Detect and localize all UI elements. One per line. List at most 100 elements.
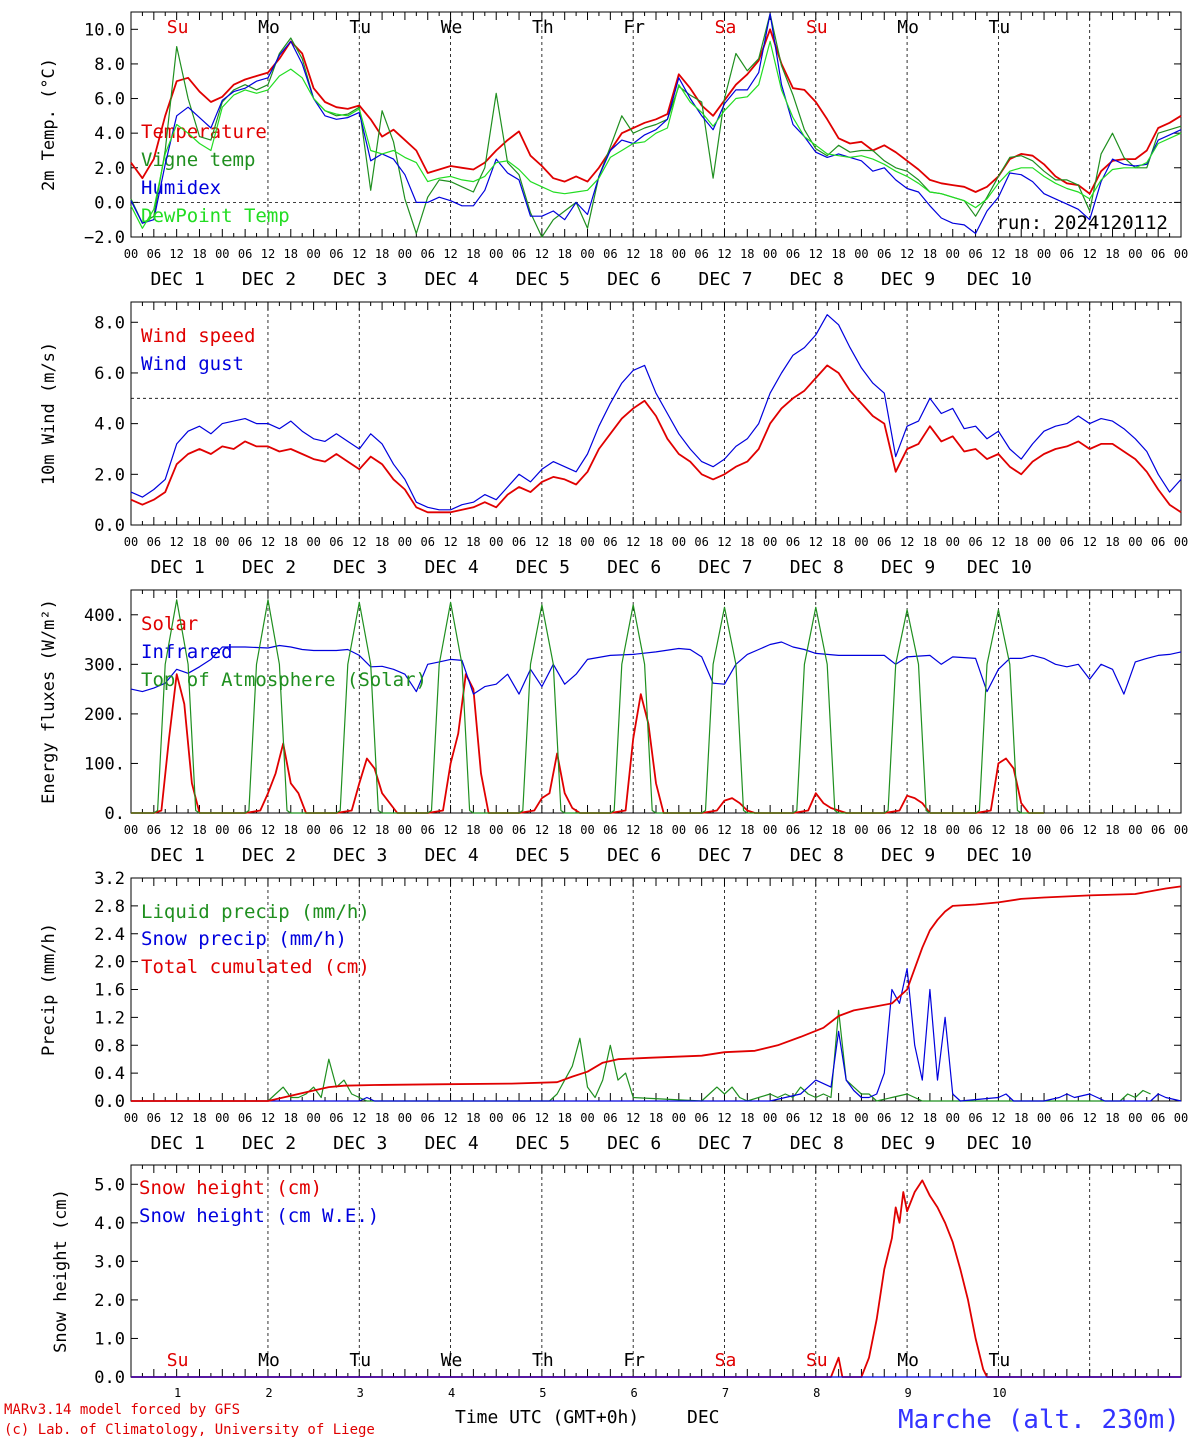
hour-tick-label: 12 [352,247,366,261]
hour-tick-label: 18 [923,535,937,549]
hour-tick-label: 12 [626,535,640,549]
date-label: DEC 4 [424,269,478,290]
y-tick-label: 8.0 [94,313,125,333]
hour-tick-label: 06 [329,823,343,837]
hour-tick-label: 12 [261,247,275,261]
hour-tick-label: 00 [672,247,686,261]
hour-tick-label: 12 [991,247,1005,261]
hour-tick-label: 06 [786,1111,800,1125]
date-label: DEC 9 [881,269,935,290]
y-tick-label: 3.0 [94,1252,125,1272]
y-tick-label: 0.4 [94,1064,125,1084]
hour-tick-label: 18 [923,823,937,837]
hour-tick-label: 06 [421,823,435,837]
hour-tick-label: 18 [375,1111,389,1125]
legend-entry: Vigne temp [141,149,255,171]
hour-tick-label: 12 [535,1111,549,1125]
hour-tick-label: 18 [740,1111,754,1125]
hour-tick-label: 00 [580,823,594,837]
hour-tick-label: 00 [1037,247,1051,261]
hour-tick-label: 00 [672,535,686,549]
legend-entry: Temperature [141,121,267,143]
hour-tick-label: 06 [1151,247,1165,261]
meteogram-panels: −2.00.02.04.06.08.010.02m Temp. (°C)00 06… [39,11,1188,1400]
hour-tick-label: 06 [147,535,161,549]
hour-tick-label: 12 [443,823,457,837]
hour-tick-label: 12 [443,535,457,549]
legend-entry: Wind speed [141,325,255,347]
hour-tick-label: 00 [763,823,777,837]
date-label: DEC 7 [698,269,752,290]
hour-tick-label: 00 [1174,247,1188,261]
hour-tick-label: 12 [717,247,731,261]
y-tick-label: 400. [84,606,125,626]
hour-tick-label: 18 [1014,823,1028,837]
day-number-label: 7 [722,1386,729,1400]
hour-tick-label: 06 [1151,1111,1165,1125]
hour-tick-label: 06 [603,823,617,837]
hour-tick-label: 00 [489,535,503,549]
legend-entry: Solar [141,613,198,635]
hour-tick-label: 18 [284,247,298,261]
y-tick-label: 2.0 [94,159,125,179]
weekday-label: Fr [623,1350,645,1371]
y-tick-label: 4.0 [94,1214,125,1234]
hour-tick-label: 00 [489,247,503,261]
x-axis-label: Time UTC (GMT+0h) [455,1407,639,1428]
hour-tick-label: 18 [923,1111,937,1125]
hour-tick-label: 00 [854,247,868,261]
hour-tick-label: 18 [466,535,480,549]
date-label: DEC 4 [424,845,478,866]
date-label: DEC 5 [516,1133,570,1154]
hour-tick-label: 18 [740,247,754,261]
hour-tick-label: 06 [786,247,800,261]
y-tick-label: −2.0 [84,228,125,248]
hour-tick-label: 18 [1105,247,1119,261]
hour-tick-label: 12 [169,823,183,837]
hour-tick-label: 12 [443,247,457,261]
hour-tick-label: 00 [580,247,594,261]
hour-tick-label: 12 [443,1111,457,1125]
y-tick-label: 1.6 [94,981,125,1001]
hour-tick-label: 12 [1082,247,1096,261]
hour-tick-label: 00 [215,823,229,837]
hour-tick-label: 18 [649,247,663,261]
hour-tick-label: 12 [1082,823,1096,837]
hour-tick-label: 12 [169,247,183,261]
hour-tick-label: 12 [169,535,183,549]
hour-tick-label: 06 [877,823,891,837]
hour-tick-label: 00 [1128,1111,1142,1125]
hour-tick-label: 12 [626,1111,640,1125]
y-axis-label: Precip (mm/h) [39,923,59,1056]
hour-tick-label: 00 [306,535,320,549]
hour-tick-label: 18 [649,1111,663,1125]
hour-tick-label: 12 [900,247,914,261]
hour-tick-label: 18 [557,247,571,261]
day-number-label: 9 [904,1386,911,1400]
legend-entry: Snow height (cm W.E.) [139,1205,379,1227]
hour-tick-label: 06 [786,823,800,837]
hour-tick-label: 12 [809,535,823,549]
date-label: DEC 5 [516,269,570,290]
hour-tick-label: 18 [466,1111,480,1125]
hour-tick-label: 00 [580,1111,594,1125]
y-tick-label: 100. [84,754,125,774]
date-label: DEC 3 [333,845,387,866]
y-tick-label: 2.4 [94,925,125,945]
hour-tick-label: 06 [238,535,252,549]
legend-entry: Wind gust [141,353,244,375]
hour-tick-label: 12 [991,1111,1005,1125]
hour-tick-label: 12 [535,823,549,837]
hour-tick-label: 00 [124,1111,138,1125]
hour-tick-label: 12 [717,823,731,837]
hour-tick-label: 18 [831,247,845,261]
hour-tick-label: 12 [809,1111,823,1125]
legend-entry: Snow height (cm) [139,1177,322,1199]
hour-tick-label: 18 [831,535,845,549]
hour-tick-label: 00 [1037,535,1051,549]
hour-tick-label: 06 [968,1111,982,1125]
date-label: DEC 3 [333,269,387,290]
y-tick-label: 2.0 [94,953,125,973]
weekday-label: Fr [623,17,645,38]
series-line-top-of-atmosphere-solar- [131,599,1044,814]
